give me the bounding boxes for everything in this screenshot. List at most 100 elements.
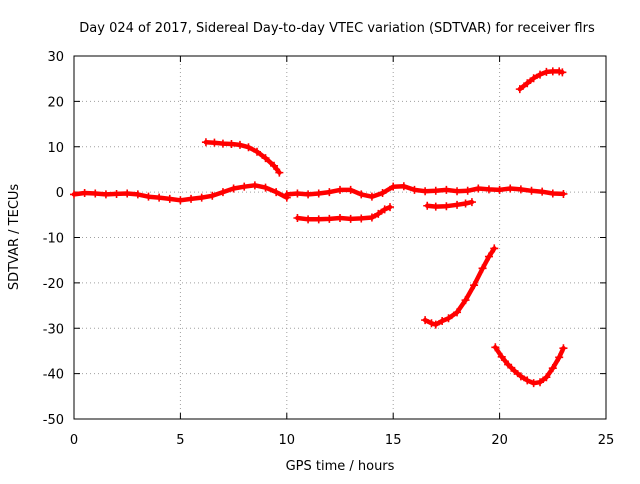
data-series-1 [70,181,291,205]
data-point [421,316,430,325]
data-point [421,187,430,196]
data-point [270,161,279,170]
y-tick-label: -10 [43,232,64,247]
data-series-2 [201,138,284,177]
data-point [497,352,506,361]
x-axis-label: GPS time / hours [286,459,395,474]
data-point [463,186,472,195]
data-point [558,68,567,77]
data-point [510,366,519,375]
data-point [165,194,174,203]
data-series-8 [515,67,567,94]
data-point [314,215,323,224]
x-tick-label: 5 [176,433,184,448]
data-point [336,185,344,194]
data-point [423,201,432,210]
series-trace [493,345,566,386]
data-point [325,214,334,223]
data-point [218,188,227,197]
data-point [386,203,395,212]
series-trace [203,139,282,175]
data-point [527,186,536,195]
data-point [504,360,513,369]
data-series-3 [282,182,568,201]
y-tick-label: 30 [47,50,64,65]
axis-ticks: 0 5 10 15 20 25 -50 -40 -30 -20 -10 0 10 20 30 [43,50,615,448]
data-point [442,202,451,211]
data-point [516,372,525,381]
data-point [210,138,219,147]
data-point [491,343,500,352]
data-point [453,187,462,196]
data-point [538,187,547,196]
y-tick-label: 20 [47,95,64,110]
data-point [427,319,436,328]
data-point [516,185,525,194]
data-point [187,194,196,203]
data-point [490,244,499,253]
chart-title: Day 024 of 2017, Sidereal Day-to-day VTE… [79,21,595,36]
data-point [438,316,447,325]
data-point [133,190,142,199]
y-tick-label: -30 [43,322,64,337]
data-point [155,193,164,202]
data-point [389,182,398,191]
data-point [240,182,249,191]
data-point [453,308,462,317]
data-point [399,182,408,191]
data-point [529,379,538,388]
data-point [208,191,217,200]
data-point [367,213,376,222]
data-point [484,185,493,194]
data-point [484,252,493,261]
x-tick-label: 25 [598,433,615,448]
data-point [293,189,302,198]
data-point [431,202,440,211]
data-point [201,138,210,147]
data-series-5 [423,198,476,211]
data-point [431,186,440,195]
data-point [101,190,110,199]
data-point [144,192,153,201]
data-point [374,209,383,218]
data-point [304,190,313,199]
data-point [250,181,259,190]
data-point [515,85,524,94]
x-tick-label: 15 [385,433,402,448]
data-point [304,215,313,224]
y-tick-label: -40 [43,368,64,383]
data-point [555,353,564,362]
data-point [380,205,389,214]
data-point [542,373,551,382]
data-point [91,189,100,198]
y-tick-label: 10 [47,141,64,156]
data-point [123,189,132,198]
x-tick-label: 20 [491,433,508,448]
data-point [112,189,121,198]
data-point [314,189,323,198]
data-point [378,189,387,198]
y-tick-label: -20 [43,277,64,292]
data-point [176,196,185,205]
data-point [431,320,440,329]
data-point [367,192,376,201]
data-point [325,188,334,197]
data-point [474,184,483,193]
data-point [461,296,470,305]
data-point [293,213,302,222]
data-point [461,199,470,208]
data-series-group [70,67,568,388]
data-point [272,188,281,197]
data-point [261,154,270,163]
data-point [523,79,532,88]
data-point [523,376,532,385]
data-point [218,139,227,148]
data-point [536,378,545,387]
data-point [536,70,545,79]
y-tick-label: 0 [56,186,64,201]
data-point [470,281,479,290]
data-point [357,190,366,199]
data-point [357,214,366,223]
